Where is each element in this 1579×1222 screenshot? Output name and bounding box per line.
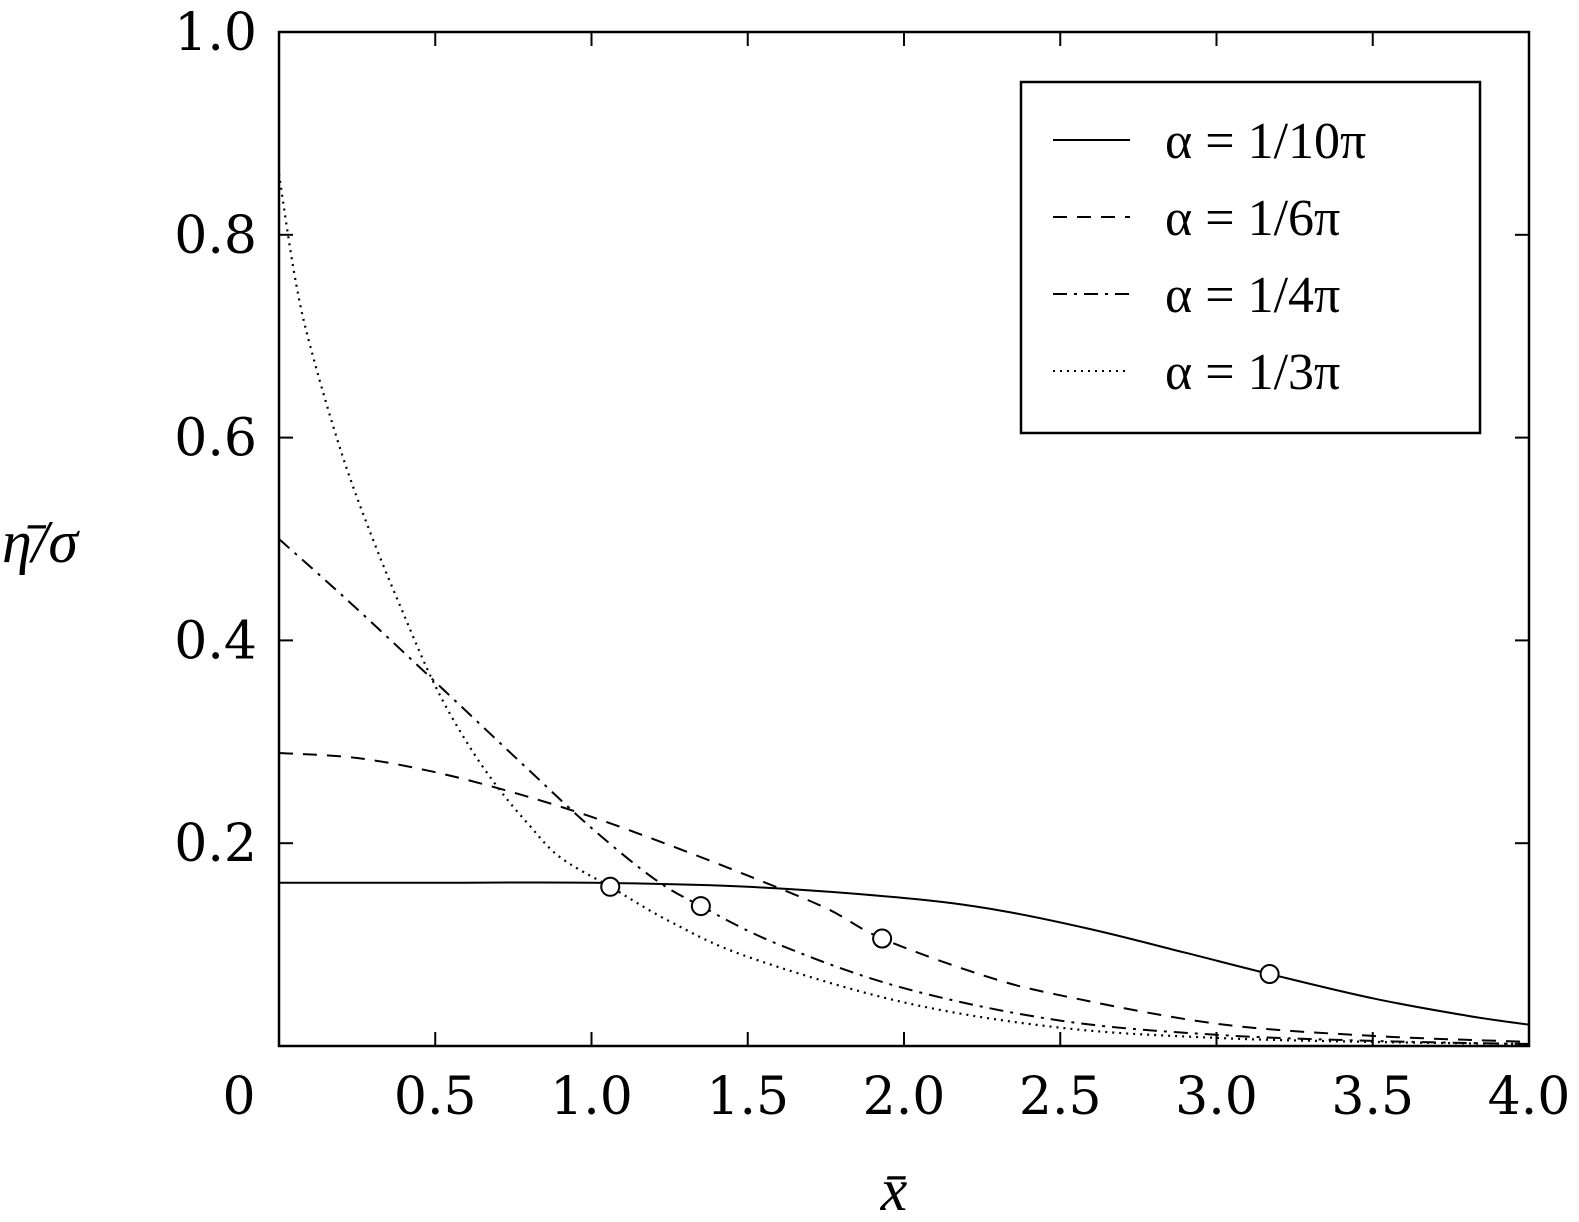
series-line-4 [277, 173, 1530, 1046]
y-tick-label: 0.8 [174, 206, 257, 266]
legend-label-2: α = 1/6π [1165, 190, 1340, 247]
x-tick-label: 1.0 [550, 1067, 633, 1127]
y-axis-label: η̄/σ [2, 509, 80, 575]
y-tick-label: 0.4 [174, 611, 257, 671]
series-line-1 [279, 881, 1530, 1026]
x-tick-label: 2.5 [1019, 1067, 1102, 1127]
y-tick-label: 0.2 [174, 814, 257, 874]
x-axis-label: x̄ [880, 1157, 908, 1222]
series-markers [600, 876, 1280, 985]
legend-label-1: α = 1/10π [1165, 113, 1366, 170]
axis-ticks [279, 32, 1529, 1046]
series-marker-3 [690, 896, 711, 917]
legend-label-3: α = 1/4π [1165, 267, 1340, 324]
x-tick-label: 2.0 [863, 1067, 946, 1127]
series-marker-4 [600, 876, 621, 897]
series-line-3 [278, 538, 1530, 1045]
series-line-2 [278, 752, 1530, 1043]
x-tick-label: 3.5 [1331, 1067, 1414, 1127]
x-tick-label: 0 [222, 1067, 255, 1127]
series-marker-1 [1259, 964, 1280, 985]
x-tick-label: 3.0 [1175, 1067, 1258, 1127]
y-tick-label: 1.0 [174, 3, 257, 63]
legend-label-4: α = 1/3π [1165, 344, 1340, 401]
x-tick-label: 4.0 [1488, 1067, 1571, 1127]
axis-tick-labels: 0 0.5 1.0 1.5 2.0 2.5 3.0 3.5 4.0 0.2 0.4 0.6 0.8 1.0 [174, 3, 1570, 1127]
series-marker-2 [872, 928, 893, 949]
x-tick-label: 0.5 [394, 1067, 477, 1127]
y-tick-label: 0.6 [174, 409, 257, 469]
series-curves [277, 173, 1530, 1046]
legend: α = 1/10π α = 1/6π α = 1/4π α = 1/3π [1019, 80, 1482, 435]
x-tick-label: 1.5 [706, 1067, 789, 1127]
